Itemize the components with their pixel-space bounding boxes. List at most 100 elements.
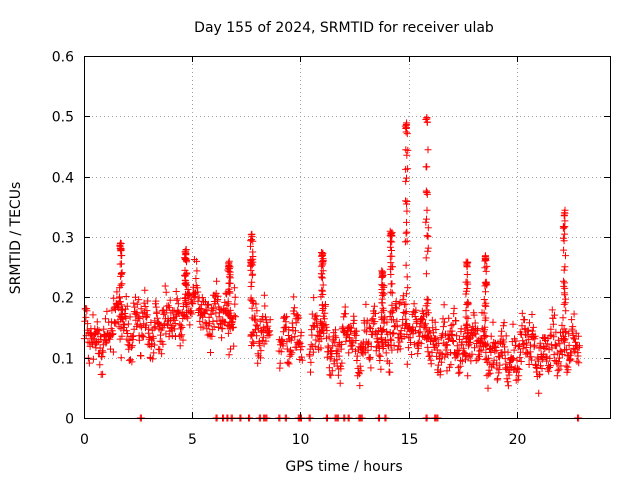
data-point	[290, 293, 298, 301]
data-point	[387, 288, 395, 296]
data-point	[387, 259, 395, 267]
data-point	[403, 207, 411, 215]
data-point	[207, 310, 215, 318]
data-point	[168, 332, 176, 340]
data-point	[412, 306, 420, 314]
data-point	[157, 331, 164, 339]
x-tick-label: 15	[401, 432, 419, 448]
data-point	[124, 341, 132, 349]
data-point	[225, 351, 233, 359]
data-point	[259, 333, 267, 341]
data-point	[553, 372, 561, 380]
data-point	[128, 342, 136, 350]
data-point	[403, 198, 411, 205]
data-point	[150, 341, 158, 349]
data-point	[249, 237, 257, 245]
data-point	[502, 332, 510, 340]
data-point	[522, 350, 530, 358]
data-point	[404, 344, 412, 352]
data-point	[519, 337, 527, 345]
data-point	[489, 318, 497, 326]
data-point	[103, 307, 111, 315]
data-point	[490, 338, 498, 346]
data-point	[182, 281, 190, 289]
data-point	[422, 270, 430, 278]
data-point	[407, 339, 414, 346]
data-point	[433, 335, 441, 343]
data-point	[193, 267, 201, 275]
data-point	[257, 354, 264, 362]
data-point	[464, 353, 472, 361]
data-point	[183, 256, 191, 264]
data-point	[177, 322, 185, 330]
data-point	[548, 306, 556, 314]
data-point	[116, 240, 124, 248]
data-point	[536, 370, 544, 378]
x-tick-label: 20	[509, 432, 527, 448]
data-point	[504, 378, 512, 386]
data-point	[464, 372, 472, 380]
data-point	[462, 290, 470, 298]
data-point	[126, 313, 134, 321]
data-point	[375, 351, 383, 359]
data-point	[389, 330, 397, 338]
data-point	[481, 301, 489, 309]
y-tick-label: 0.3	[52, 231, 74, 247]
data-point	[318, 286, 326, 294]
data-point	[403, 228, 411, 236]
data-point	[402, 300, 410, 308]
data-point	[117, 270, 125, 277]
data-point	[205, 319, 213, 327]
data-point	[382, 349, 390, 357]
data-point	[307, 341, 315, 349]
data-point	[480, 296, 488, 303]
data-point	[422, 302, 430, 310]
data-point	[226, 312, 234, 320]
data-point	[144, 297, 152, 305]
data-point	[264, 322, 272, 330]
data-point	[139, 333, 147, 341]
data-point	[509, 355, 517, 363]
data-point	[531, 332, 539, 340]
data-point	[546, 354, 554, 362]
data-point	[429, 324, 437, 332]
data-point	[347, 328, 354, 336]
data-point	[95, 327, 103, 335]
x-axis-label: GPS time / hours	[285, 459, 402, 475]
data-point	[332, 334, 340, 342]
data-point	[118, 260, 125, 268]
data-point	[408, 351, 416, 358]
data-point	[177, 325, 184, 333]
data-point	[498, 327, 506, 335]
data-point	[562, 295, 570, 303]
data-point	[266, 331, 274, 339]
data-point	[310, 294, 318, 302]
data-point	[549, 314, 557, 322]
data-point	[456, 362, 464, 370]
data-point	[506, 363, 514, 371]
data-point	[122, 293, 130, 300]
data-point	[574, 352, 582, 360]
data-point	[484, 354, 492, 362]
data-point	[482, 332, 490, 340]
data-point	[172, 288, 180, 295]
data-point	[441, 318, 448, 326]
data-point	[525, 361, 533, 368]
data-point	[560, 289, 568, 297]
chart-title: Day 155 of 2024, SRMTID for receiver ula…	[194, 20, 494, 36]
data-point	[369, 315, 377, 323]
data-point	[423, 333, 431, 341]
data-point	[298, 343, 306, 351]
data-point	[340, 313, 348, 321]
data-point	[89, 355, 97, 363]
data-point	[449, 338, 457, 345]
data-point	[424, 233, 432, 241]
data-point	[377, 365, 385, 373]
data-point	[560, 277, 567, 285]
data-point	[564, 366, 572, 374]
data-point	[107, 345, 114, 353]
data-point	[388, 238, 396, 246]
data-point	[113, 288, 121, 296]
data-point	[560, 237, 568, 245]
